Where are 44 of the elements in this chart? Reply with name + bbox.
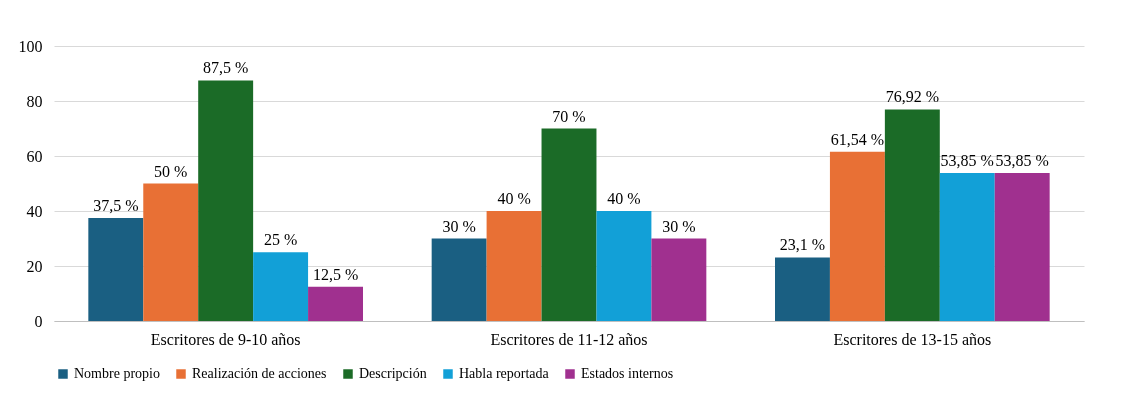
bar xyxy=(651,238,707,321)
data-label: 50 % xyxy=(154,162,188,180)
bar xyxy=(88,217,144,321)
data-label: 76,92 % xyxy=(885,88,939,106)
legend-label: Habla reportada xyxy=(459,366,550,381)
data-label: 70 % xyxy=(552,107,586,125)
bar xyxy=(308,286,363,321)
y-tick-label: 60 xyxy=(26,147,43,165)
bar xyxy=(253,252,309,321)
bar xyxy=(596,211,652,321)
y-tick-label: 20 xyxy=(26,257,43,275)
data-label: 61,54 % xyxy=(830,130,885,148)
bar xyxy=(143,183,199,321)
bar xyxy=(198,80,254,321)
x-tick-label: Escritores de 9-10 años xyxy=(150,330,301,348)
data-label: 40 % xyxy=(607,190,641,207)
legend-label: Realización de acciones xyxy=(192,366,327,381)
data-label: 53,85 % xyxy=(995,151,1049,169)
bar xyxy=(939,172,995,321)
data-label: 30 % xyxy=(662,217,696,235)
data-label: 12,5 % xyxy=(312,265,359,283)
legend-label: Descripción xyxy=(359,366,427,381)
x-tick-label: Escritores de 13-15 años xyxy=(833,330,992,348)
data-label: 23,1 % xyxy=(779,236,826,254)
bar xyxy=(431,238,487,321)
data-label: 40 % xyxy=(497,190,531,207)
data-label: 25 % xyxy=(263,231,298,249)
bar xyxy=(829,151,885,321)
legend-label: Nombre propio xyxy=(74,366,160,381)
bar xyxy=(994,172,1050,321)
data-label: 37,5 % xyxy=(93,196,139,214)
x-tick-label: Escritores de 11-12 años xyxy=(490,330,648,348)
y-tick-label: 80 xyxy=(26,92,43,110)
bar xyxy=(486,211,542,321)
legend-label: Estados internos xyxy=(581,366,674,381)
data-label: 87,5 % xyxy=(203,59,249,77)
y-tick-label: 100 xyxy=(18,37,43,55)
data-label: 30 % xyxy=(442,217,476,235)
y-tick-label: 40 xyxy=(26,202,43,220)
data-label: 53,85 % xyxy=(940,151,994,169)
y-tick-label: 0 xyxy=(34,312,43,330)
bar xyxy=(775,257,830,321)
bar xyxy=(541,128,597,321)
bar xyxy=(884,109,940,321)
